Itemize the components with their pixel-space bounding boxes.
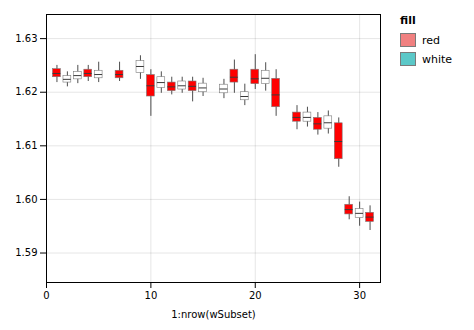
html-text:white: white xyxy=(422,52,453,66)
svg-text:1.60: 1.60 xyxy=(15,194,37,205)
svg-text:1.59: 1.59 xyxy=(15,247,37,258)
svg-text:20: 20 xyxy=(249,290,262,301)
svg-text:30: 30 xyxy=(353,290,366,301)
html-text:red: red xyxy=(422,33,440,47)
svg-text:1.63: 1.63 xyxy=(15,33,37,44)
svg-text:1.62: 1.62 xyxy=(15,86,37,97)
svg-text:10: 10 xyxy=(145,290,158,301)
svg-text:1:nrow(wSubset): 1:nrow(wSubset) xyxy=(171,309,256,320)
html-text:fill: fill xyxy=(400,14,416,27)
svg-text:0: 0 xyxy=(43,290,49,301)
svg-text:1.61: 1.61 xyxy=(15,140,37,151)
